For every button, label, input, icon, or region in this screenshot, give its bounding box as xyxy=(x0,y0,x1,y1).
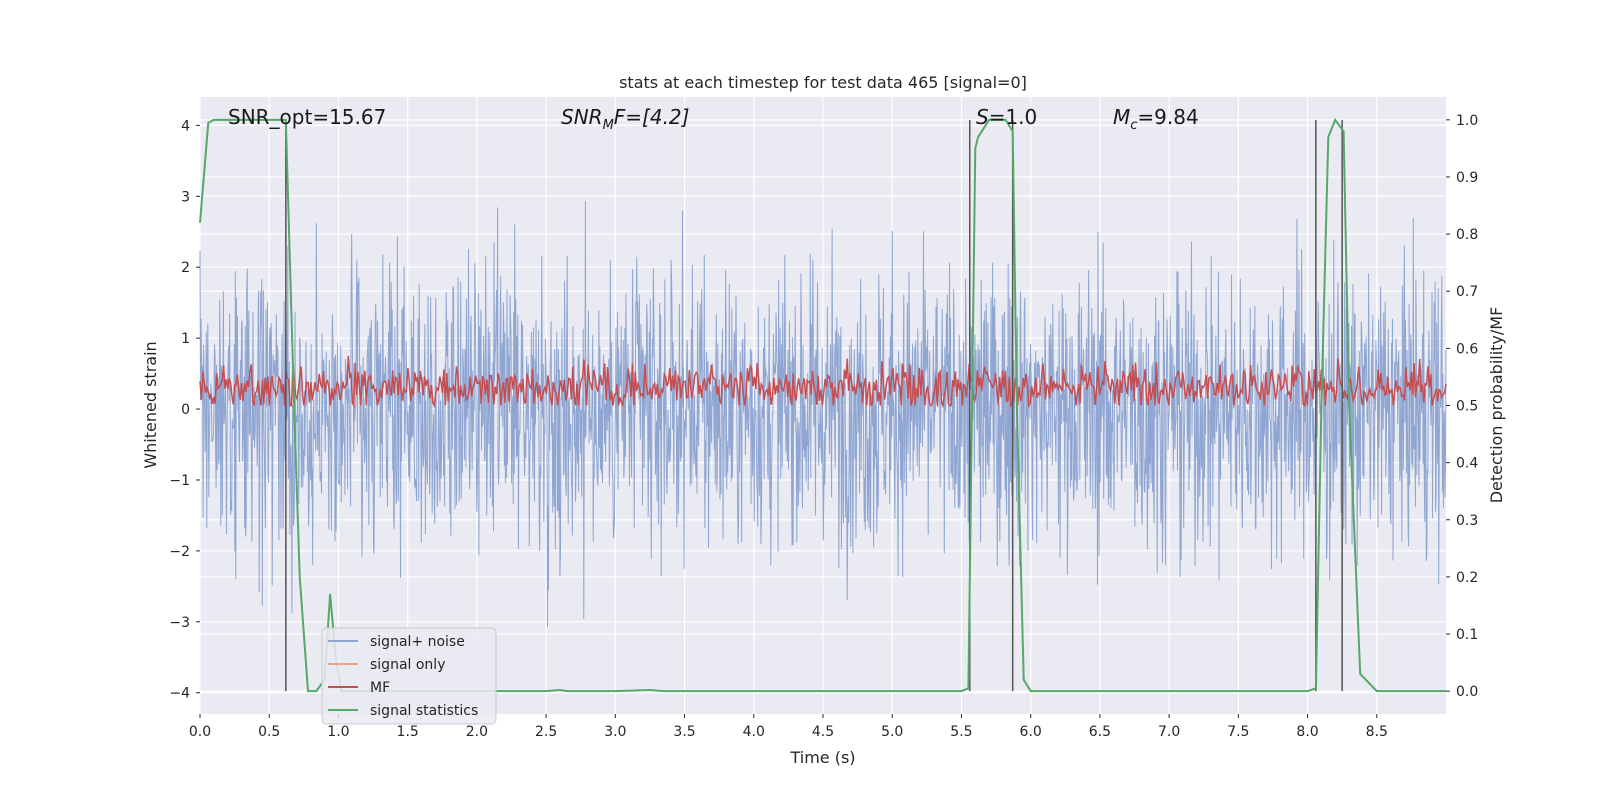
y-right-tick-label: 0.4 xyxy=(1456,456,1478,472)
x-tick-label: 5.0 xyxy=(881,724,903,740)
y-left-tick-label: 3 xyxy=(181,189,190,205)
y-right-tick-label: 0.7 xyxy=(1456,284,1478,300)
y-right-tick-label: 0.6 xyxy=(1456,341,1478,357)
annotation-mc-value: =9.84 xyxy=(1137,105,1198,129)
signal-statistics-line xyxy=(199,117,1446,693)
y-right-tick-labels: 1.0 0.9 0.8 0.7 0.6 0.5 0.4 0.3 0.2 0.1 0.0 xyxy=(1446,113,1478,700)
y-right-tick-label: 1.0 xyxy=(1456,113,1478,129)
legend-label-signal-noise: signal+ noise xyxy=(370,634,465,650)
y-left-tick-label: 4 xyxy=(181,118,190,134)
x-tick-label: 1.0 xyxy=(327,724,349,740)
x-tick-label: 4.5 xyxy=(812,724,834,740)
annotation-mc-var: M xyxy=(1113,105,1130,129)
x-tick-label: 5.5 xyxy=(950,724,972,740)
y-left-axis-label: Whitened strain xyxy=(141,341,160,468)
y-right-tick-label: 0.5 xyxy=(1456,399,1478,415)
legend-label-mf: MF xyxy=(370,680,390,696)
legend-label-signal-only: signal only xyxy=(370,657,445,673)
y-left-tick-label: 2 xyxy=(181,260,190,276)
mf-series xyxy=(199,355,1447,409)
x-axis-label: Time (s) xyxy=(789,748,855,767)
annotation-snr-mf: SNRMF=[4.2] xyxy=(561,105,689,133)
chart-title: stats at each timestep for test data 465… xyxy=(619,73,1027,92)
y-left-tick-label: 1 xyxy=(181,331,190,347)
annotation-s-var: S xyxy=(976,105,989,129)
y-right-tick-label: 0.1 xyxy=(1456,627,1478,643)
annotation-snr-mf-main: SNR xyxy=(561,105,603,129)
annotation-s-value: =1.0 xyxy=(989,105,1038,129)
y-left-tick-label: −1 xyxy=(169,473,190,489)
annotation-snr-mf-subscript: M xyxy=(603,118,614,133)
legend: signal+ noise signal only MF signal stat… xyxy=(321,627,497,725)
annotation-snr-mf-value: F=[4.2] xyxy=(614,105,690,129)
y-left-tick-label: 0 xyxy=(181,402,190,418)
legend-box xyxy=(321,627,497,725)
legend-label-signal-statistics: signal statistics xyxy=(370,703,478,719)
x-tick-label: 3.0 xyxy=(604,724,626,740)
y-left-tick-label: −2 xyxy=(169,544,190,560)
x-tick-label: 2.0 xyxy=(466,724,488,740)
y-right-tick-label: 0.2 xyxy=(1456,570,1478,586)
x-tick-label: 3.5 xyxy=(673,724,695,740)
x-tick-label: 8.0 xyxy=(1296,724,1318,740)
x-tick-label: 6.0 xyxy=(1020,724,1042,740)
y-right-axis-label: Detection probability/MF xyxy=(1487,307,1506,504)
signal-statistics-series xyxy=(199,117,1446,693)
x-tick-label: 0.0 xyxy=(189,724,211,740)
y-right-tick-label: 0.9 xyxy=(1456,170,1478,186)
annotation-snr-opt: SNR_opt=15.67 xyxy=(228,105,386,129)
x-tick-label: 7.0 xyxy=(1158,724,1180,740)
annotation-mc-subscript: c xyxy=(1130,118,1137,133)
y-left-tick-label: −4 xyxy=(169,686,190,702)
x-tick-label: 6.5 xyxy=(1089,724,1111,740)
y-left-tick-label: −3 xyxy=(169,615,190,631)
x-tick-label: 0.5 xyxy=(258,724,280,740)
x-tick-label: 1.5 xyxy=(397,724,419,740)
y-right-tick-label: 0.0 xyxy=(1456,684,1478,700)
signal-plus-noise-line xyxy=(199,200,1447,628)
signal-plus-noise-series xyxy=(199,200,1447,628)
annotation-mc: Mc=9.84 xyxy=(1113,105,1199,133)
x-tick-label: 2.5 xyxy=(535,724,557,740)
x-tick-label: 4.0 xyxy=(743,724,765,740)
annotation-s: S=1.0 xyxy=(976,105,1037,129)
x-tick-labels: 0.0 0.5 1.0 1.5 2.0 2.5 3.0 3.5 4.0 4.5 5.0 5.5 6.0 6… xyxy=(189,714,1388,740)
x-tick-label: 8.5 xyxy=(1366,724,1388,740)
mf-line xyxy=(199,355,1447,409)
y-left-tick-labels: 4 3 2 1 0 −1 −2 −3 −4 xyxy=(169,118,200,702)
x-tick-label: 7.5 xyxy=(1227,724,1249,740)
y-right-tick-label: 0.3 xyxy=(1456,513,1478,529)
y-right-tick-label: 0.8 xyxy=(1456,227,1478,243)
